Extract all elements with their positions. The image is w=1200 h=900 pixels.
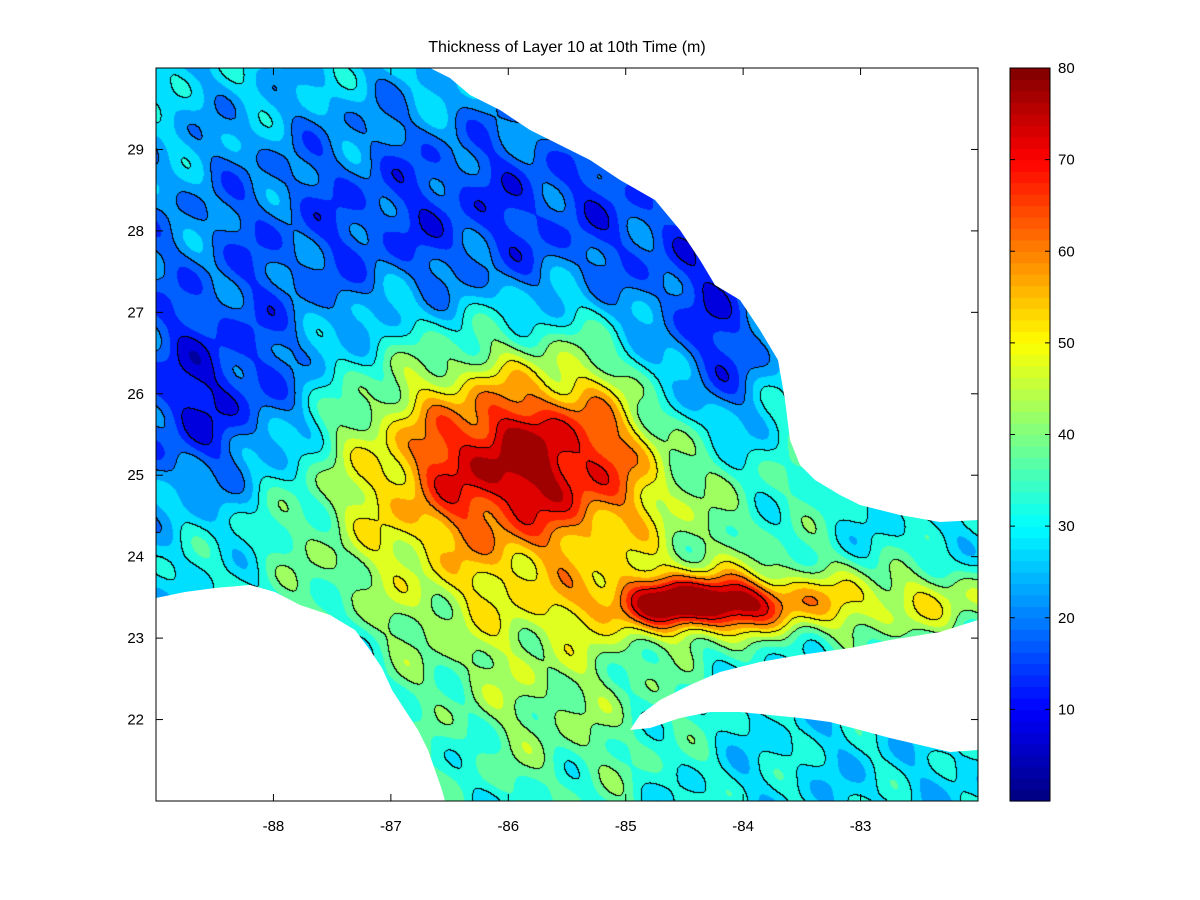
colorbar: 10 20 30 40 50 60 70 80	[1009, 60, 1075, 802]
x-tick-label: -86	[497, 818, 519, 835]
colorbar-band	[1010, 537, 1050, 550]
colorbar-band	[1010, 216, 1050, 229]
colorbar-band	[1010, 205, 1050, 218]
land-yucatan	[156, 585, 445, 801]
colorbar-band	[1010, 239, 1050, 252]
plot-area: -88 -87 -86 -85 -84 -83 22 23 24 25 26 27 28 29	[127, 67, 979, 835]
colorbar-band	[1010, 652, 1050, 665]
colorbar-band	[1010, 594, 1050, 607]
x-tick-label: -84	[732, 818, 754, 835]
colorbar-band	[1010, 182, 1050, 195]
colorbar-band	[1010, 434, 1050, 447]
chart-title: Thickness of Layer 10 at 10th Time (m)	[428, 39, 705, 56]
colorbar-band	[1010, 709, 1050, 722]
colorbar-tick-label: 60	[1058, 243, 1075, 260]
colorbar-band	[1010, 90, 1050, 103]
y-tick-label: 23	[127, 630, 144, 647]
x-tick-label: -87	[380, 818, 402, 835]
colorbar-band	[1010, 159, 1050, 172]
colorbar-band	[1010, 457, 1050, 470]
colorbar-band	[1010, 136, 1050, 149]
colorbar-tick-label: 10	[1058, 701, 1075, 718]
colorbar-band	[1010, 514, 1050, 527]
colorbar-band	[1010, 274, 1050, 287]
colorbar-band	[1010, 640, 1050, 653]
colorbar-band	[1010, 354, 1050, 367]
colorbar-band	[1010, 365, 1050, 378]
colorbar-band	[1010, 445, 1050, 459]
colorbar-band	[1010, 629, 1050, 642]
colorbar-band	[1010, 549, 1050, 562]
colorbar-band	[1010, 377, 1050, 390]
x-axis: -88 -87 -86 -85 -84 -83	[263, 68, 872, 835]
colorbar-band	[1010, 686, 1050, 699]
colorbar-band	[1010, 308, 1050, 321]
land-cuba	[630, 620, 978, 752]
colorbar-band	[1010, 491, 1050, 504]
colorbar-band	[1010, 720, 1050, 733]
colorbar-tick-label: 80	[1058, 60, 1075, 77]
colorbar-band	[1010, 743, 1050, 756]
x-tick-label: -83	[850, 818, 872, 835]
y-tick-label: 24	[127, 549, 144, 566]
colorbar-band	[1010, 675, 1050, 688]
colorbar-band	[1010, 297, 1050, 310]
colorbar-band	[1010, 251, 1050, 264]
colorbar-band	[1010, 171, 1050, 184]
colorbar-band	[1010, 148, 1050, 161]
y-tick-label: 25	[127, 467, 144, 484]
colorbar-band	[1010, 319, 1050, 333]
colorbar-band	[1010, 388, 1050, 401]
colorbar-band	[1010, 571, 1050, 584]
y-tick-label: 29	[127, 141, 144, 158]
colorbar-band	[1010, 697, 1050, 710]
y-tick-label: 28	[127, 223, 144, 240]
colorbar-tick-label: 70	[1058, 152, 1075, 169]
colorbar-band	[1010, 411, 1050, 424]
plot-frame	[155, 67, 979, 802]
colorbar-band	[1010, 480, 1050, 493]
colorbar-band	[1010, 400, 1050, 413]
colorbar-band	[1010, 732, 1050, 745]
x-tick-label: -85	[615, 818, 637, 835]
colorbar-tick-label: 30	[1058, 518, 1075, 535]
colorbar-band	[1010, 331, 1050, 344]
colorbar-band	[1010, 766, 1050, 779]
colorbar-band	[1010, 125, 1050, 138]
colorbar-band	[1010, 79, 1050, 92]
y-tick-label: 27	[127, 304, 144, 321]
colorbar-band	[1010, 102, 1050, 115]
colorbar-band	[1010, 193, 1050, 207]
colorbar-band	[1010, 68, 1050, 81]
colorbar-band	[1010, 617, 1050, 630]
colorbar-band	[1010, 503, 1050, 516]
colorbar-tick-label: 20	[1058, 610, 1075, 627]
colorbar-band	[1010, 468, 1050, 481]
colorbar-band	[1010, 755, 1050, 768]
colorbar-band	[1010, 778, 1050, 791]
colorbar-band	[1010, 113, 1050, 126]
colorbar-tick-label: 40	[1058, 427, 1075, 444]
y-axis: 22 23 24 25 26 27 28 29	[127, 141, 978, 729]
colorbar-band	[1010, 526, 1050, 539]
colorbar-band	[1010, 262, 1050, 275]
colorbar-band	[1010, 606, 1050, 619]
colorbar-band	[1010, 285, 1050, 298]
colorbar-band	[1010, 663, 1050, 676]
y-tick-label: 22	[127, 712, 144, 729]
colorbar-band	[1010, 789, 1050, 802]
colorbar-band	[1010, 583, 1050, 596]
colorbar-tick-label: 50	[1058, 335, 1075, 352]
colorbar-band	[1010, 423, 1050, 436]
land-florida	[430, 68, 978, 522]
x-tick-label: -88	[263, 818, 285, 835]
colorbar-band	[1010, 228, 1050, 241]
y-tick-label: 26	[127, 386, 144, 403]
colorbar-band	[1010, 342, 1050, 355]
colorbar-band	[1010, 560, 1050, 573]
